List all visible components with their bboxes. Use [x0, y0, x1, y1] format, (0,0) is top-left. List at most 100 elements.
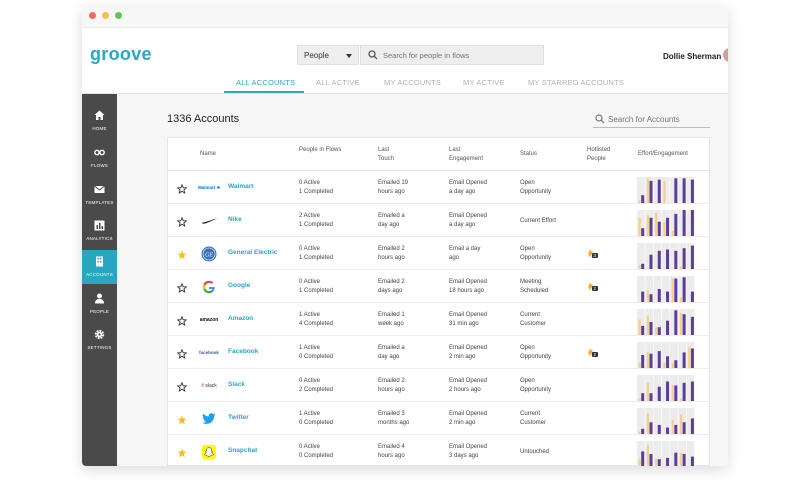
active-count: 1 Active: [299, 345, 321, 351]
account-name-link[interactable]: Facebook: [228, 348, 259, 355]
tab-all-accounts[interactable]: ALL ACCOUNTS: [236, 78, 296, 87]
account-name-link[interactable]: Walmart: [228, 183, 254, 190]
engagement-bar: [679, 414, 683, 434]
tab-my-active[interactable]: MY ACTIVE: [463, 78, 505, 87]
account-name-link[interactable]: Slack: [228, 381, 245, 388]
minimize-window-button[interactable]: [102, 12, 109, 19]
effort-engagement-chart[interactable]: [637, 243, 695, 269]
sidebar-item-templates[interactable]: TEMPLATES: [82, 178, 117, 212]
star-toggle[interactable]: [176, 214, 188, 232]
sidebar-item-home[interactable]: HOME: [82, 104, 117, 138]
star-toggle[interactable]: [176, 280, 188, 298]
star-toggle[interactable]: [177, 412, 187, 430]
active-tab-indicator: [224, 91, 304, 93]
sidebar-item-settings[interactable]: SETTINGS: [82, 323, 117, 357]
sidebar-item-flows[interactable]: FLOWS: [82, 141, 117, 175]
effort-engagement-chart[interactable]: [637, 177, 695, 203]
hotlisted-people-badge[interactable]: 2: [586, 279, 598, 297]
tab-all-active[interactable]: ALL ACTIVE: [316, 78, 360, 87]
last-engagement-line-2: a day ago: [449, 189, 476, 195]
column-header-last-touch[interactable]: Last Touch: [378, 147, 395, 162]
last-touch-line-2: hours ago: [378, 453, 405, 459]
search-scope-select[interactable]: People: [297, 45, 359, 65]
status-cell: Open Opportunity: [520, 179, 551, 197]
close-window-button[interactable]: [89, 12, 96, 19]
table-row[interactable]: Walmart ✳ Walmart 0 Active 1 Completed Em…: [168, 171, 711, 204]
last-touch-cell: Emailed a day ago: [378, 344, 405, 362]
account-name-link[interactable]: General Electric: [228, 249, 278, 256]
effort-engagement-chart[interactable]: [637, 276, 695, 302]
effort-engagement-chart[interactable]: [637, 342, 695, 368]
last-engagement-cell: Email Opened 2 min ago: [449, 410, 487, 428]
star-toggle[interactable]: [177, 445, 187, 463]
last-engagement-cell: Email Opened 3 days ago: [449, 443, 487, 461]
column-header-last-engagement[interactable]: Last Engagement: [449, 147, 484, 162]
chart-divider: [644, 309, 646, 335]
account-name-link[interactable]: Amazon: [228, 315, 254, 322]
sidebar-item-accounts[interactable]: ACCOUNTS: [82, 250, 117, 284]
star-toggle[interactable]: [176, 379, 188, 397]
table-row[interactable]: Nike 2 Active 1 Completed Emailed a day ag…: [168, 204, 711, 237]
effort-engagement-chart[interactable]: [637, 408, 695, 434]
table-row[interactable]: Snapchat 0 Active 0 Completed Emailed 4 ho…: [168, 435, 711, 466]
chart-divider: [652, 210, 654, 236]
chart-divider: [661, 342, 662, 368]
account-name-link[interactable]: Twitter: [228, 414, 249, 421]
effort-bar: [674, 250, 678, 269]
column-header-name[interactable]: Name: [200, 151, 217, 157]
last-touch-cell: Emailed 1 week ago: [378, 311, 405, 329]
engagement-bar: [638, 319, 641, 335]
chart-divider: [652, 441, 654, 466]
sidebar-item-analytics[interactable]: ANALYTICS: [82, 214, 117, 248]
completed-count: 1 Completed: [299, 255, 334, 261]
star-toggle[interactable]: [176, 346, 188, 364]
maximize-window-button[interactable]: [115, 12, 122, 19]
tab-my-starred-accounts[interactable]: MY STARRED ACCOUNTS: [528, 78, 625, 87]
star-outline-icon: [176, 381, 188, 392]
star-toggle[interactable]: [177, 247, 187, 265]
column-header-effort-engagement[interactable]: Effort/Engagement: [638, 151, 688, 157]
effort-bar: [682, 352, 686, 368]
sidebar-item-people[interactable]: PEOPLE: [82, 287, 117, 321]
chart-divider: [669, 408, 671, 434]
avatar[interactable]: [723, 48, 728, 62]
table-row[interactable]: Twitter 1 Active 0 Completed Emailed 3 mon…: [168, 402, 711, 435]
chart-divider: [652, 375, 654, 401]
effort-bar: [657, 250, 661, 269]
chart-divider: [644, 276, 646, 302]
account-name-link[interactable]: Nike: [228, 216, 242, 223]
account-name-link[interactable]: Google: [228, 282, 251, 289]
people-search-input[interactable]: [383, 49, 538, 62]
twitter-logo: [202, 412, 216, 424]
column-header-status[interactable]: Status: [520, 151, 538, 157]
account-name-link[interactable]: Snapchat: [228, 447, 258, 454]
effort-engagement-chart[interactable]: [637, 309, 695, 335]
effort-engagement-chart[interactable]: [637, 210, 695, 236]
people-search-box[interactable]: [360, 45, 544, 65]
account-search-box[interactable]: [593, 110, 710, 128]
table-row[interactable]: # slack Slack 0 Active 2 Completed Emaile…: [168, 369, 711, 402]
last-touch-line-2: months ago: [378, 420, 410, 426]
star-toggle[interactable]: [176, 313, 188, 331]
last-engagement-cell: Email Opened 2 hours ago: [449, 377, 487, 395]
engagement-bar: [679, 452, 683, 466]
effort-engagement-chart[interactable]: [637, 375, 695, 401]
account-search-input[interactable]: [608, 113, 708, 125]
hotlisted-people-badge[interactable]: 3: [586, 246, 598, 264]
star-toggle[interactable]: [176, 181, 188, 199]
effort-bar: [649, 322, 653, 335]
effort-engagement-chart[interactable]: [637, 441, 695, 466]
table-row[interactable]: Google 0 Active 1 Completed Emailed 2 days…: [168, 270, 711, 303]
hotlisted-people-badge[interactable]: 2: [586, 345, 598, 363]
last-touch-line-2: hours ago: [378, 255, 405, 261]
table-row[interactable]: GE General Electric 0 Active 1 Completed …: [168, 237, 711, 270]
chart-divider: [661, 276, 662, 302]
groove-logo[interactable]: groove: [90, 44, 152, 64]
user-name[interactable]: Dollie Sherman: [663, 52, 722, 61]
table-row[interactable]: facebook Facebook 1 Active 0 Completed Em…: [168, 336, 711, 369]
column-header-hotlisted-people[interactable]: Hotlisted People: [587, 147, 611, 162]
active-count: 0 Active: [299, 180, 321, 186]
tab-my-accounts[interactable]: MY ACCOUNTS: [384, 78, 442, 87]
column-header-people-in-flows[interactable]: People in Flows: [299, 147, 342, 153]
table-row[interactable]: amazon Amazon 1 Active 4 Completed Emaile…: [168, 303, 711, 336]
